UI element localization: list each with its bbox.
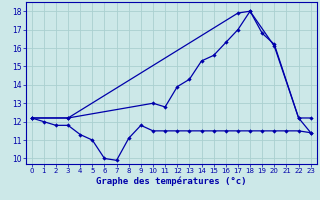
X-axis label: Graphe des températures (°c): Graphe des températures (°c) — [96, 177, 246, 186]
